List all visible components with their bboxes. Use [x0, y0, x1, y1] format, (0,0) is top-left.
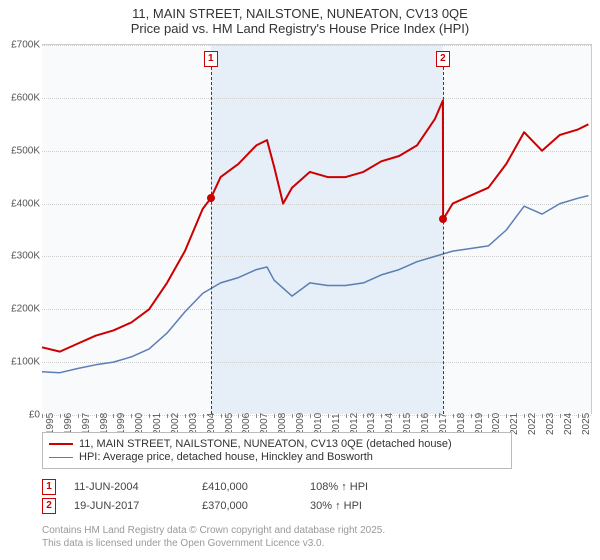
sale-price: £410,000: [202, 481, 292, 493]
x-axis-label: 2024: [563, 413, 574, 435]
y-axis-label: £500K: [0, 145, 40, 156]
sale-marker-dot: [439, 215, 447, 223]
x-axis-label: 2025: [581, 413, 592, 435]
sale-price: £370,000: [202, 500, 292, 512]
sale-marker-line: [211, 67, 212, 414]
sales-table: 1 11-JUN-2004 £410,000 108% ↑ HPI 2 19-JUN-20…: [42, 476, 410, 517]
legend-item: HPI: Average price, detached house, Hinc…: [49, 451, 505, 463]
y-axis-label: £400K: [0, 198, 40, 209]
footer-line-1: Contains HM Land Registry data © Crown c…: [42, 524, 385, 537]
sale-date: 11-JUN-2004: [74, 481, 184, 493]
legend-swatch: [49, 443, 73, 445]
legend: 11, MAIN STREET, NAILSTONE, NUNEATON, CV…: [42, 432, 512, 469]
sale-marker-ref: 1: [42, 479, 56, 495]
series-line: [42, 196, 588, 373]
title-line-2: Price paid vs. HM Land Registry's House …: [4, 21, 596, 36]
title-line-1: 11, MAIN STREET, NAILSTONE, NUNEATON, CV…: [4, 6, 596, 21]
sale-row: 1 11-JUN-2004 £410,000 108% ↑ HPI: [42, 479, 410, 495]
y-axis-label: £100K: [0, 357, 40, 368]
series-line: [42, 101, 588, 352]
sale-marker-flag: 2: [436, 51, 450, 67]
legend-swatch: [49, 457, 73, 458]
x-axis-label: 2022: [527, 413, 538, 435]
sale-marker-ref: 2: [42, 498, 56, 514]
sale-hpi: 108% ↑ HPI: [310, 481, 410, 493]
line-series-svg: [42, 45, 592, 415]
x-axis-label: 2023: [545, 413, 556, 435]
legend-label: HPI: Average price, detached house, Hinc…: [79, 451, 373, 463]
sale-marker-line: [443, 67, 444, 414]
sale-row: 2 19-JUN-2017 £370,000 30% ↑ HPI: [42, 498, 410, 514]
y-axis-label: £700K: [0, 40, 40, 51]
sale-hpi: 30% ↑ HPI: [310, 500, 410, 512]
legend-label: 11, MAIN STREET, NAILSTONE, NUNEATON, CV…: [79, 438, 452, 450]
sale-date: 19-JUN-2017: [74, 500, 184, 512]
legend-item: 11, MAIN STREET, NAILSTONE, NUNEATON, CV…: [49, 438, 505, 450]
y-axis-label: £300K: [0, 251, 40, 262]
sale-marker-flag: 1: [204, 51, 218, 67]
footer-attribution: Contains HM Land Registry data © Crown c…: [42, 524, 385, 550]
y-axis-label: £0: [0, 410, 40, 421]
chart-plot-area: £0£100K£200K£300K£400K£500K£600K£700K199…: [42, 44, 592, 414]
y-axis-label: £600K: [0, 92, 40, 103]
chart-title: 11, MAIN STREET, NAILSTONE, NUNEATON, CV…: [0, 0, 600, 38]
footer-line-2: This data is licensed under the Open Gov…: [42, 537, 385, 550]
sale-marker-dot: [207, 194, 215, 202]
y-axis-label: £200K: [0, 304, 40, 315]
